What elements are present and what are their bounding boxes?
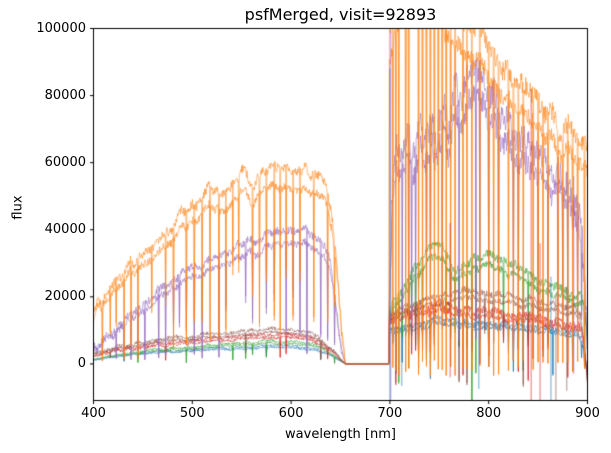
y-axis-label: flux xyxy=(10,195,26,220)
x-axis-label: wavelength [nm] xyxy=(285,427,396,442)
y-tick-label: 60000 xyxy=(44,155,86,171)
x-tick-label: 800 xyxy=(476,406,502,421)
y-tick-label: 40000 xyxy=(44,222,86,238)
y-tick-label: 0 xyxy=(77,356,86,372)
y-tick-label: 80000 xyxy=(44,88,86,104)
y-tick-label: 100000 xyxy=(36,21,86,36)
y-tick-label: 20000 xyxy=(44,289,86,305)
x-tick-label: 700 xyxy=(377,406,403,421)
plot-title: psfMerged, visit=92893 xyxy=(244,5,437,24)
x-tick-label: 900 xyxy=(575,406,600,421)
x-tick-label: 600 xyxy=(278,406,304,421)
x-tick-label: 400 xyxy=(81,406,106,421)
x-tick-label: 500 xyxy=(179,406,205,421)
